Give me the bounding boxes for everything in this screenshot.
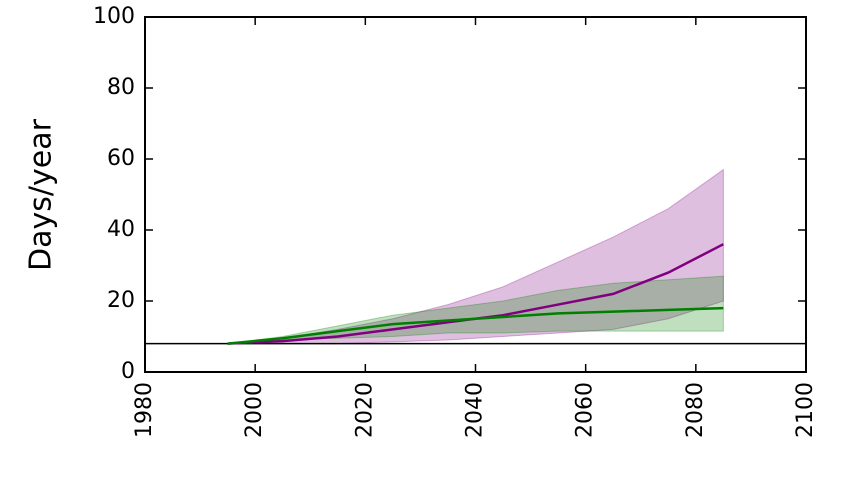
x-tick-label: 1980 xyxy=(132,382,157,438)
y-tick-label: 40 xyxy=(107,217,135,242)
band xyxy=(227,275,724,345)
band xyxy=(227,168,724,345)
y-tick-label: 80 xyxy=(107,75,135,100)
x-tick-label: 2080 xyxy=(683,382,708,438)
x-tick-label: 2000 xyxy=(242,382,267,438)
y-tick-label: 20 xyxy=(107,288,135,313)
x-tick-label: 2060 xyxy=(573,382,598,438)
y-axis-label: Days/year xyxy=(24,118,59,271)
line xyxy=(227,306,724,345)
y-tick-label: 0 xyxy=(121,359,135,384)
x-tick-label: 2020 xyxy=(352,382,377,438)
x-tick-label: 2100 xyxy=(793,382,818,438)
y-tick-label: 100 xyxy=(93,4,135,29)
y-tick-label: 60 xyxy=(107,146,135,171)
x-tick-label: 2040 xyxy=(463,382,488,438)
